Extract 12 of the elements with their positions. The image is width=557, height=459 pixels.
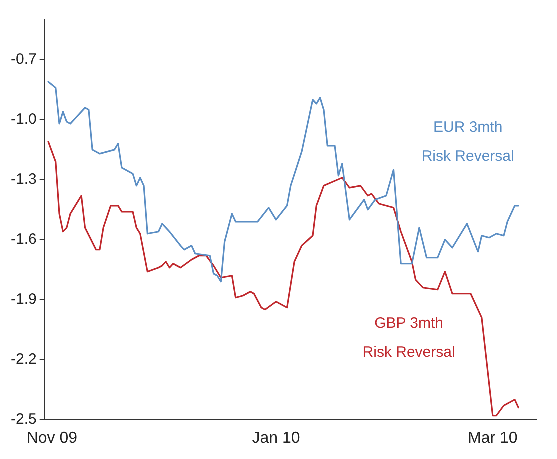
series-label: EUR 3mth Risk Reversal xyxy=(422,119,514,166)
y-tick-label: -1.6 xyxy=(10,231,37,248)
y-tick-label: -0.7 xyxy=(10,51,37,68)
x-tick-label: Nov 09 xyxy=(26,430,78,447)
y-tick-label: -2.2 xyxy=(10,350,37,368)
y-tick-label: -1.3 xyxy=(10,171,37,188)
series-label: GBP 3mth Risk Reversal xyxy=(362,314,456,361)
x-tick-label: Jan 10 xyxy=(252,430,300,447)
x-tick-label: Mar 10 xyxy=(468,430,518,447)
y-tick-label: -2.5 xyxy=(10,410,37,428)
y-tick-label: -1.9 xyxy=(10,291,37,308)
y-tick-label: -1.0 xyxy=(10,111,37,128)
